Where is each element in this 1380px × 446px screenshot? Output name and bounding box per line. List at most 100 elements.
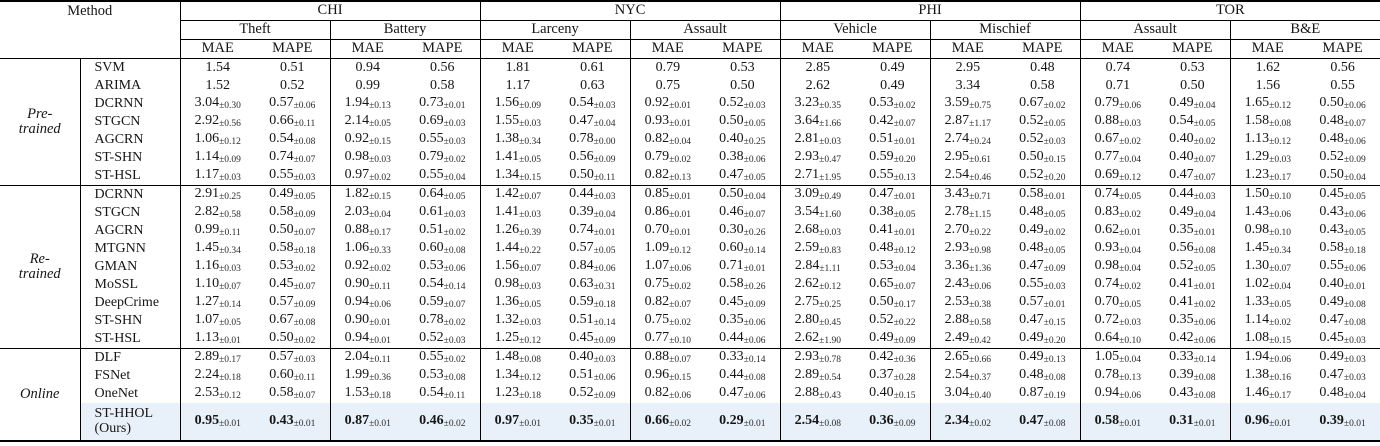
metric-mean: 0.50: [730, 77, 755, 93]
metric-std: ±0.01: [669, 101, 691, 112]
value-cell: 0.60±0.08: [405, 240, 480, 258]
metric-std: ±0.06: [1193, 318, 1216, 329]
metric-mean: 0.53: [869, 258, 894, 274]
header-row-metrics: MAE MAPE MAE MAPE MAE MAPE MAE MAPE MAE MAPE MAE MA…: [0, 39, 1380, 59]
value-cell: 1.06±0.33: [329, 240, 406, 258]
metric-mean: 0.69: [419, 113, 444, 129]
value-cell: 0.57±0.09: [255, 294, 330, 312]
metric-mean: 0.67: [1094, 131, 1120, 147]
metric-header-mae: MAE: [1229, 39, 1306, 59]
value-cell: 0.82±0.07: [629, 294, 706, 312]
metric-header-mae: MAE: [479, 39, 556, 59]
method-name: AGCRN: [79, 222, 181, 240]
metric-std: ±0.03: [519, 210, 541, 221]
value-cell: 0.93±0.01: [629, 113, 706, 131]
metric-header-mape: MAPE: [1305, 39, 1380, 59]
metric-std: ±0.36: [369, 373, 391, 384]
metric-mean: 0.51: [569, 312, 594, 328]
metric-std: ±0.08: [743, 373, 766, 384]
metric-std: ±0.06: [743, 318, 766, 329]
value-cell: 1.10±0.07: [179, 276, 256, 294]
metric-std: ±0.02: [1043, 228, 1066, 239]
value-cell: 2.54±0.46: [929, 167, 1006, 186]
metric-mean: 0.48: [1319, 385, 1344, 401]
metric-mean: 0.74: [269, 149, 294, 165]
value-cell: 0.40±0.07: [1155, 149, 1230, 167]
value-cell: 0.53±0.02: [255, 258, 330, 276]
crime-header: Theft: [179, 20, 331, 40]
metric-mean: 0.61: [419, 204, 444, 220]
table-row: DCRNN 3.04±0.30 0.57±0.06 1.94±0.13 0.73±0.0…: [0, 95, 1380, 113]
value-cell: 1.16±0.03: [179, 258, 256, 276]
value-cell: 0.49±0.03: [1305, 349, 1380, 368]
metric-std: ±0.04: [1119, 246, 1141, 257]
table-row: ST-SHN 1.07±0.05 0.67±0.08 0.90±0.01 0.78±0.…: [0, 312, 1380, 330]
group-label-line: trained: [18, 266, 61, 282]
value-cell: 1.02±0.04: [1229, 276, 1306, 294]
metric-std: ±0.02: [443, 228, 466, 239]
value-cell: 0.45±0.07: [255, 276, 330, 294]
metric-mean: 0.49: [269, 186, 294, 202]
metric-std: ±0.07: [519, 264, 541, 275]
value-cell: 1.53±0.18: [329, 385, 406, 403]
metric-mean: 0.78: [419, 312, 444, 328]
value-cell: 2.03±0.04: [329, 204, 406, 222]
metric-mean: 3.59: [944, 95, 970, 111]
metric-std: ±0.03: [1043, 137, 1066, 148]
metric-mean: 1.10: [194, 276, 220, 292]
metric-std: ±0.02: [1193, 137, 1216, 148]
value-cell: 0.51: [255, 59, 330, 78]
metric-std: ±0.03: [443, 119, 466, 130]
metric-mean: 1.45: [1244, 240, 1270, 256]
metric-mean: 0.35: [1169, 312, 1194, 328]
value-cell: 0.45±0.05: [1305, 186, 1380, 205]
value-cell: 1.09±0.12: [629, 240, 706, 258]
metric-std: ±0.03: [593, 192, 616, 203]
metric-mean: 0.44: [1169, 186, 1194, 202]
metric-mean: 1.82: [344, 186, 370, 202]
metric-std: ±0.05: [743, 173, 766, 184]
metric-std: ±0.06: [1119, 391, 1141, 402]
metric-std: ±0.07: [293, 155, 316, 166]
metric-mean: 0.70: [1094, 294, 1120, 310]
value-cell: 0.64±0.05: [405, 186, 480, 205]
metric-mean: 2.59: [794, 240, 820, 256]
metric-std: ±0.12: [1269, 101, 1291, 112]
value-cell: 0.79: [629, 58, 706, 77]
metric-mean: 1.58: [1244, 113, 1270, 129]
metric-header-mape: MAPE: [255, 39, 331, 59]
value-cell: 0.57±0.03: [255, 349, 330, 368]
value-cell: 0.67±0.02: [1079, 131, 1156, 149]
metric-std: ±0.31: [593, 282, 616, 293]
metric-std: ±0.01: [293, 418, 316, 429]
metric-mean: 0.88: [1094, 113, 1120, 129]
table-row: MoSSL 1.10±0.07 0.45±0.07 0.90±0.11 0.54±0.1…: [0, 276, 1380, 294]
metric-mean: 0.94: [344, 330, 370, 346]
value-cell: 0.71±0.01: [705, 258, 780, 276]
table-row: Re-trained DCRNN 2.91±0.25 0.49±0.05 1.82±0.…: [0, 185, 1380, 349]
value-cell: 0.88±0.17: [329, 222, 406, 240]
value-cell: 0.58±0.18: [255, 240, 330, 258]
value-cell: 0.48±0.07: [1305, 113, 1380, 131]
metric-mean: 0.84: [569, 258, 594, 274]
metric-mean: 0.52: [1019, 131, 1044, 147]
value-cell: 1.05±0.04: [1079, 348, 1156, 367]
metric-std: ±0.13: [893, 173, 916, 184]
metric-mean: 0.40: [1169, 149, 1194, 165]
metric-std: ±0.01: [369, 336, 391, 347]
table-row: DeepCrime 1.27±0.14 0.57±0.09 0.94±0.06 0.59…: [0, 294, 1380, 312]
metric-std: ±0.02: [1119, 210, 1141, 221]
metric-mean: 0.93: [644, 113, 670, 129]
metric-std: ±0.04: [1343, 391, 1366, 402]
metric-std: ±0.42: [969, 336, 991, 347]
value-cell: 0.84±0.06: [555, 258, 630, 276]
metric-std: ±0.04: [1119, 355, 1141, 366]
value-cell: 3.43±0.71: [929, 185, 1006, 204]
metric-std: ±0.01: [669, 192, 691, 203]
metric-mean: 0.30: [719, 222, 744, 238]
metric-mean: 0.50: [269, 222, 294, 238]
value-cell: 0.70±0.01: [629, 222, 706, 240]
metric-std: ±0.01: [369, 418, 391, 429]
metric-std: ±0.02: [1269, 318, 1291, 329]
table-row: ST-SHN 1.14±0.09 0.74±0.07 0.98±0.03 0.79±0.…: [0, 149, 1380, 167]
